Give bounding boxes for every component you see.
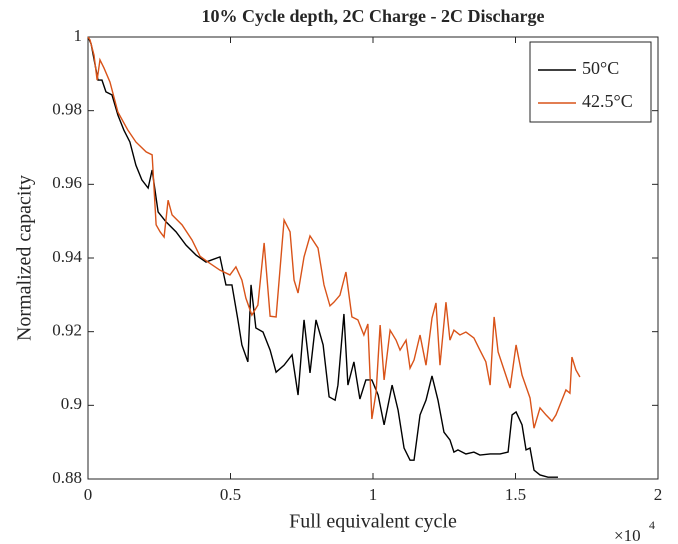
y-tick-label: 1: [74, 26, 83, 45]
x-tick-label: 0: [84, 485, 93, 504]
series-line: [87, 36, 581, 429]
legend-label: 50°C: [582, 58, 619, 78]
y-tick-label: 0.88: [52, 468, 82, 487]
x-tick-label: 0.5: [220, 485, 241, 504]
x-tick-label: 1.5: [505, 485, 526, 504]
series-line: [87, 36, 558, 478]
y-tick-label: 0.98: [52, 100, 82, 119]
x-axis-label: Full equivalent cycle: [289, 511, 457, 533]
legend-label: 42.5°C: [582, 91, 633, 111]
y-tick-label: 0.94: [52, 247, 82, 266]
x-multiplier-exponent: 4: [649, 518, 655, 532]
y-axis-label: Normalized capacity: [14, 175, 36, 341]
x-tick-label: 2: [654, 485, 663, 504]
legend-box: [529, 41, 652, 123]
y-tick-label: 0.9: [61, 394, 82, 413]
chart-title: 10% Cycle depth, 2C Charge - 2C Discharg…: [202, 6, 545, 26]
y-tick-label: 0.92: [52, 321, 82, 340]
x-tick-label: 1: [369, 485, 378, 504]
x-multiplier: ×10: [614, 526, 641, 544]
y-tick-label: 0.96: [52, 173, 82, 192]
